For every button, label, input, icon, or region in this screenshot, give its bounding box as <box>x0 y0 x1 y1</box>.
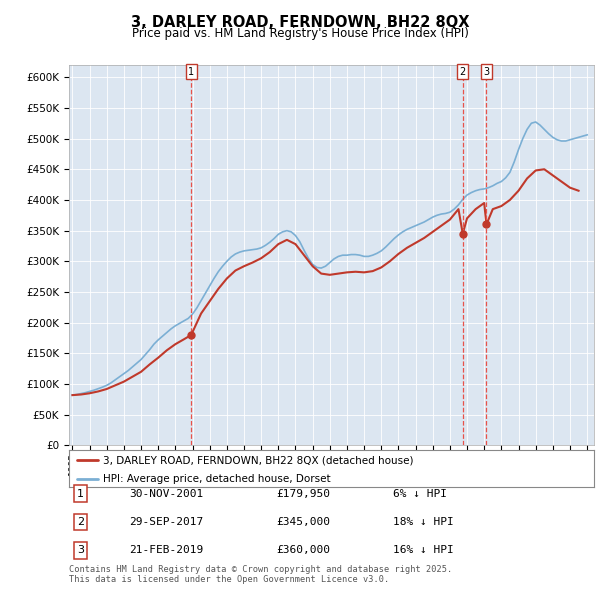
Text: 1: 1 <box>77 489 84 499</box>
Text: 1: 1 <box>188 67 194 77</box>
Text: 3: 3 <box>77 546 84 555</box>
Text: 6% ↓ HPI: 6% ↓ HPI <box>393 489 447 499</box>
Text: 3, DARLEY ROAD, FERNDOWN, BH22 8QX (detached house): 3, DARLEY ROAD, FERNDOWN, BH22 8QX (deta… <box>103 455 413 466</box>
Text: 2: 2 <box>460 67 466 77</box>
Text: 3: 3 <box>484 67 490 77</box>
Text: 18% ↓ HPI: 18% ↓ HPI <box>393 517 454 527</box>
Text: 16% ↓ HPI: 16% ↓ HPI <box>393 546 454 555</box>
Text: £360,000: £360,000 <box>276 546 330 555</box>
Text: This data is licensed under the Open Government Licence v3.0.: This data is licensed under the Open Gov… <box>69 575 389 584</box>
Text: Price paid vs. HM Land Registry's House Price Index (HPI): Price paid vs. HM Land Registry's House … <box>131 27 469 40</box>
Text: 21-FEB-2019: 21-FEB-2019 <box>129 546 203 555</box>
Text: 30-NOV-2001: 30-NOV-2001 <box>129 489 203 499</box>
Text: 3, DARLEY ROAD, FERNDOWN, BH22 8QX: 3, DARLEY ROAD, FERNDOWN, BH22 8QX <box>131 15 469 30</box>
Text: HPI: Average price, detached house, Dorset: HPI: Average price, detached house, Dors… <box>103 474 331 484</box>
Text: £179,950: £179,950 <box>276 489 330 499</box>
Text: £345,000: £345,000 <box>276 517 330 527</box>
Text: Contains HM Land Registry data © Crown copyright and database right 2025.: Contains HM Land Registry data © Crown c… <box>69 565 452 574</box>
Text: 29-SEP-2017: 29-SEP-2017 <box>129 517 203 527</box>
Text: 2: 2 <box>77 517 84 527</box>
